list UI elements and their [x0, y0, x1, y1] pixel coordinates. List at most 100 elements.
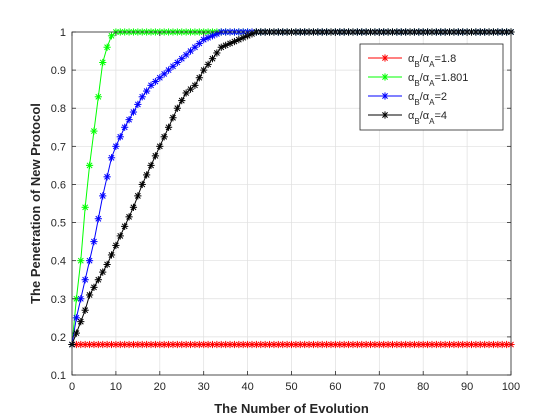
y-tick-label: 0.6 — [51, 179, 66, 191]
legend-label-part: α — [408, 110, 415, 122]
x-tick-label: 50 — [285, 381, 297, 393]
y-axis-label: The Penetration of New Protocol — [28, 103, 43, 304]
legend-label-part: B — [414, 117, 419, 126]
data-point — [208, 55, 217, 63]
legend-label-part: α — [408, 53, 415, 65]
data-point — [125, 213, 133, 221]
x-tick-label: 60 — [329, 381, 341, 393]
data-point — [410, 340, 419, 349]
data-point — [331, 340, 339, 349]
legend-label: αB/αA=1.8 — [408, 53, 456, 69]
x-tick-label: 90 — [461, 381, 473, 393]
data-point — [169, 340, 177, 349]
legend-label-part: /α — [420, 110, 430, 122]
data-point — [103, 173, 111, 181]
legend-label-part: /α — [420, 53, 430, 65]
legend-label-part: A — [429, 98, 435, 107]
y-tick-label: 0.9 — [51, 65, 66, 77]
legend-label: αB/αA=4 — [408, 110, 447, 126]
data-point — [230, 340, 239, 349]
data-point — [112, 241, 120, 250]
data-point — [217, 340, 225, 349]
data-point — [116, 232, 124, 240]
data-point — [191, 43, 199, 51]
data-point — [151, 152, 160, 160]
x-tick-label: 30 — [198, 381, 210, 393]
data-point — [77, 257, 85, 265]
data-point — [164, 123, 173, 131]
data-point — [204, 60, 212, 68]
data-point — [191, 81, 199, 89]
data-point — [156, 142, 164, 150]
legend-label-part: A — [429, 117, 435, 126]
data-point — [107, 154, 116, 162]
data-point — [143, 171, 151, 179]
data-point — [296, 340, 304, 349]
data-point — [90, 340, 98, 349]
x-tick-label: 100 — [502, 381, 520, 393]
data-point — [103, 260, 111, 269]
data-point — [213, 49, 221, 57]
y-tick-label: 0.4 — [51, 256, 66, 268]
y-tick-label: 0.8 — [51, 103, 66, 115]
data-point — [103, 43, 111, 51]
data-point — [406, 340, 414, 349]
data-point — [147, 340, 155, 349]
data-point — [94, 93, 102, 101]
data-point — [476, 340, 484, 349]
x-tick-label: 10 — [110, 381, 122, 393]
legend-marker — [381, 111, 389, 119]
legend-label-part: B — [414, 98, 419, 107]
data-point — [134, 100, 142, 109]
x-tick-label: 70 — [373, 381, 385, 393]
legend-label-part: =2 — [434, 91, 447, 103]
data-point — [129, 203, 138, 211]
data-point — [99, 58, 107, 67]
y-tick-label: 0.1 — [51, 370, 66, 382]
data-point — [169, 114, 177, 122]
data-point — [90, 127, 98, 135]
data-point — [77, 318, 85, 326]
x-axis-label: The Number of Evolution — [214, 401, 369, 416]
data-point — [200, 66, 208, 74]
data-point — [138, 180, 146, 189]
y-tick-label: 0.7 — [51, 141, 66, 153]
data-point — [178, 97, 186, 105]
x-tick-label: 40 — [241, 381, 253, 393]
legend-label-part: A — [429, 60, 435, 69]
data-point — [450, 340, 458, 349]
data-point — [375, 340, 383, 349]
data-point — [121, 123, 129, 131]
legend-label: αB/αA=1.801 — [408, 72, 468, 88]
legend-label-part: α — [408, 72, 415, 84]
y-tick-label: 0.3 — [51, 294, 66, 306]
legend-label-part: =1.801 — [434, 72, 468, 84]
legend-label-part: /α — [420, 91, 430, 103]
legend-marker — [381, 92, 389, 100]
data-point — [81, 203, 89, 211]
data-point — [147, 161, 155, 169]
legend-label-part: =1.8 — [434, 53, 456, 65]
data-point — [143, 87, 151, 95]
data-point — [85, 291, 94, 299]
legend-label-part: /α — [420, 72, 430, 84]
series-0 — [68, 340, 515, 349]
data-point — [397, 340, 405, 349]
x-tick-label: 0 — [69, 381, 75, 393]
legend-marker — [381, 73, 389, 81]
legend-label-part: A — [429, 79, 435, 88]
legend-entry: αB/αA=1.8 — [368, 53, 456, 69]
legend-label-part: α — [408, 91, 415, 103]
x-tick-label: 80 — [417, 381, 429, 393]
legend-label: αB/αA=2 — [408, 91, 447, 107]
legend-entry: αB/αA=2 — [368, 91, 447, 107]
data-point — [134, 192, 142, 200]
data-point — [112, 142, 120, 150]
data-point — [94, 215, 102, 223]
data-point — [90, 283, 98, 291]
data-point — [99, 192, 107, 200]
y-tick-label: 1 — [60, 27, 66, 39]
y-tick-label: 0.2 — [51, 332, 66, 344]
data-point — [164, 340, 173, 349]
